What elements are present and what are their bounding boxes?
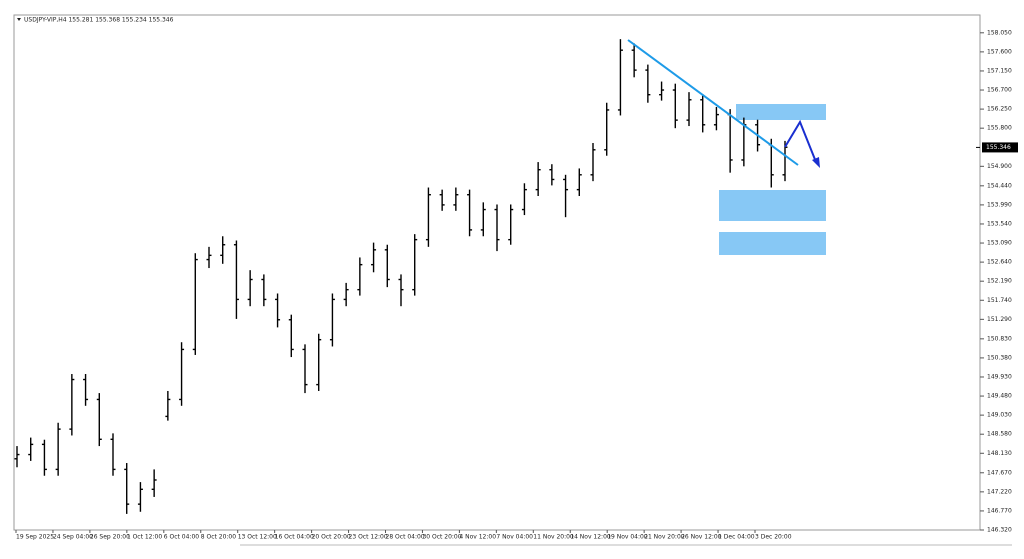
arrow-head: [812, 157, 820, 168]
y-tick-label: 150.830: [987, 335, 1012, 342]
x-tick-label: 26 Nov 12:00: [681, 534, 722, 541]
y-tick-label: 149.480: [987, 393, 1012, 400]
y-tick-label: 150.380: [987, 354, 1012, 361]
y-tick-label: 151.290: [987, 316, 1012, 323]
x-tick-label: 11 Nov 20:00: [533, 534, 574, 541]
y-tick-label: 154.900: [987, 163, 1012, 170]
y-tick-label: 153.540: [987, 220, 1012, 227]
x-tick-label: 6 Oct 04:00: [164, 534, 199, 541]
y-tick-label: 156.250: [987, 106, 1012, 113]
support-zone: [719, 232, 826, 255]
y-tick-label: 154.440: [987, 182, 1012, 189]
x-tick-label: 19 Nov 04:00: [607, 534, 648, 541]
y-tick-label: 148.130: [987, 450, 1012, 457]
x-tick-label: 4 Nov 12:00: [459, 534, 496, 541]
x-tick-label: 19 Sep 2025: [16, 534, 54, 541]
x-tick-label: 14 Nov 12:00: [570, 534, 611, 541]
y-tick-label: 152.640: [987, 259, 1012, 266]
y-tick-label: 151.740: [987, 297, 1012, 304]
x-tick-label: 24 Sep 04:00: [53, 534, 93, 541]
y-tick-label: 153.090: [987, 240, 1012, 247]
last-price-box: [982, 142, 1018, 153]
x-tick-label: 26 Sep 20:00: [90, 534, 130, 541]
x-tick-label: 21 Nov 20:00: [644, 534, 685, 541]
projection-arrow: [784, 119, 817, 163]
y-tick-label: 157.600: [987, 48, 1012, 55]
x-tick-label: 28 Oct 04:00: [386, 534, 425, 541]
y-tick-label: 157.150: [987, 67, 1012, 74]
y-tick-label: 153.990: [987, 201, 1012, 208]
x-tick-label: 20 Oct 20:00: [312, 534, 351, 541]
plot-area: [13, 14, 981, 531]
x-tick-label: 1 Dec 04:00: [718, 534, 755, 541]
y-tick-label: 147.220: [987, 488, 1012, 495]
y-tick-label: 155.800: [987, 125, 1012, 132]
x-tick-label: 3 Dec 20:00: [755, 534, 792, 541]
x-tick-label: 13 Oct 12:00: [238, 534, 277, 541]
y-tick-label: 148.580: [987, 431, 1012, 438]
x-tick-label: 16 Oct 04:00: [275, 534, 314, 541]
y-tick-label: 146.770: [987, 507, 1012, 514]
support-zone: [719, 190, 826, 221]
menu-arrow: [17, 18, 21, 21]
y-tick-label: 149.030: [987, 412, 1012, 419]
y-tick-label: 156.700: [987, 87, 1012, 94]
trend-line: [627, 39, 799, 166]
y-tick-label: 152.190: [987, 278, 1012, 285]
x-tick-label: 1 Oct 12:00: [127, 534, 162, 541]
resistance-zone: [736, 104, 826, 120]
y-tick-label: 149.930: [987, 373, 1012, 380]
annotations: [719, 104, 826, 255]
chart-title: USDJPY-VIP,H4 155.281 155.368 155.234 15…: [24, 17, 174, 24]
y-tick-label: 158.050: [987, 29, 1012, 36]
x-tick-label: 8 Oct 20:00: [201, 534, 236, 541]
x-tick-label: 23 Oct 12:00: [349, 534, 388, 541]
x-tick-label: 7 Nov 04:00: [496, 534, 533, 541]
last-price-label: 155.346: [986, 144, 1011, 151]
x-tick-label: 30 Oct 20:00: [422, 534, 461, 541]
y-tick-label: 146.320: [987, 527, 1012, 534]
y-tick-label: 147.670: [987, 469, 1012, 476]
